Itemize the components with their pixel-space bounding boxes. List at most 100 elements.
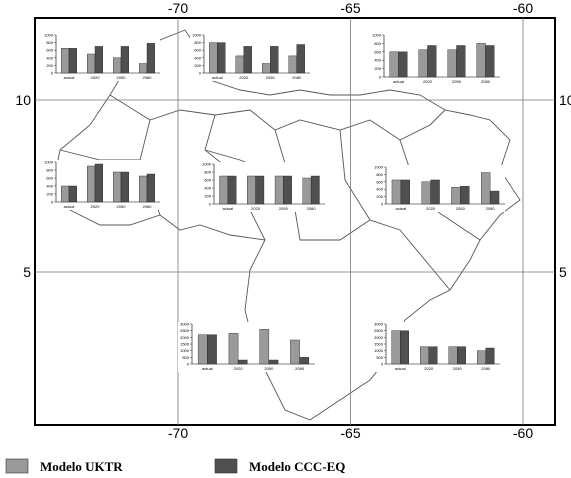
bar bbox=[420, 346, 429, 365]
inset-tick-label: 0 bbox=[381, 362, 384, 367]
bar bbox=[112, 57, 122, 74]
inset-tick-label: 0 bbox=[381, 202, 384, 207]
legend-label: Modelo CCC-EQ bbox=[249, 459, 345, 474]
inset-category: 2080 bbox=[143, 75, 153, 80]
inset-tick-label: 200 bbox=[204, 194, 211, 199]
inset-category: actual bbox=[223, 206, 234, 211]
bar bbox=[391, 179, 402, 205]
lat-label-left: 10 bbox=[15, 92, 31, 108]
legend-label: Modelo UKTR bbox=[40, 459, 123, 474]
inset-tick-label: 0 bbox=[51, 71, 54, 76]
inset-category: 2080 bbox=[481, 79, 491, 84]
bar bbox=[391, 330, 401, 365]
bar bbox=[430, 179, 440, 205]
inset-tick-label: 0 bbox=[209, 202, 212, 207]
inset-category: actual bbox=[396, 206, 407, 211]
inset-tick-label: 600 bbox=[374, 49, 381, 54]
bar bbox=[389, 51, 399, 78]
bar bbox=[489, 190, 500, 205]
bar bbox=[61, 48, 70, 74]
bar bbox=[138, 63, 148, 74]
inset-category: 2050 bbox=[456, 206, 466, 211]
bar bbox=[138, 175, 148, 203]
bar bbox=[398, 51, 408, 78]
inset-category: 2020 bbox=[251, 206, 261, 211]
bar bbox=[120, 171, 130, 203]
inset-category: actual bbox=[202, 366, 213, 371]
bar bbox=[451, 187, 461, 205]
inset-tick-label: 0 bbox=[199, 71, 202, 76]
inset-category: actual bbox=[395, 366, 406, 371]
inset-category: actual bbox=[393, 79, 404, 84]
inset-tick-label: 400 bbox=[374, 58, 381, 63]
inset-tick-label: 600 bbox=[376, 179, 383, 184]
inset-tick-label: 3000 bbox=[180, 322, 190, 327]
legend-swatch bbox=[5, 458, 29, 474]
bar bbox=[207, 334, 217, 365]
inset-category: 2050 bbox=[452, 79, 462, 84]
bar bbox=[94, 163, 104, 203]
inset-tick-label: 1000 bbox=[180, 348, 190, 353]
legend-swatch bbox=[214, 458, 238, 474]
bar bbox=[68, 185, 78, 203]
inset-category: 2080 bbox=[307, 206, 317, 211]
inset-tick-label: 800 bbox=[374, 41, 381, 46]
inset-tick-label: 200 bbox=[194, 63, 201, 68]
inset-tick-label: 1000 bbox=[372, 33, 382, 38]
inset-category: 2020 bbox=[91, 75, 101, 80]
lat-label-right: 5 bbox=[559, 264, 567, 280]
inset-category: 2020 bbox=[239, 75, 249, 80]
inset-tick-label: 200 bbox=[376, 194, 383, 199]
inset-category: 2080 bbox=[481, 366, 491, 371]
bar bbox=[146, 43, 156, 74]
lon-label-bottom: -60 bbox=[513, 425, 533, 441]
inset-tick-label: 200 bbox=[46, 192, 53, 197]
inset-tick-label: 400 bbox=[204, 186, 211, 191]
inset-tick-label: 1000 bbox=[374, 165, 384, 170]
bar bbox=[112, 171, 122, 203]
bar bbox=[421, 181, 431, 205]
bar bbox=[86, 165, 96, 203]
bar bbox=[259, 329, 270, 365]
bar bbox=[94, 46, 104, 74]
inset-tick-label: 600 bbox=[194, 48, 201, 53]
lon-label-top: -65 bbox=[340, 0, 360, 16]
inset-chart: 0 200 400 600 800 1000 actual 2020 2050 2080 bbox=[190, 33, 310, 81]
bar bbox=[302, 177, 312, 205]
bar bbox=[428, 346, 438, 365]
bar bbox=[299, 357, 310, 365]
inset-tick-label: 400 bbox=[46, 184, 53, 189]
inset-tick-label: 200 bbox=[374, 66, 381, 71]
inset-category: 2020 bbox=[234, 366, 244, 371]
inset-tick-label: 800 bbox=[46, 40, 53, 45]
inset-tick-label: 200 bbox=[46, 63, 53, 68]
bar bbox=[485, 45, 495, 78]
bar bbox=[288, 55, 297, 74]
inset-category: 2020 bbox=[424, 366, 434, 371]
bar bbox=[400, 330, 410, 365]
bar bbox=[427, 45, 437, 78]
inset-tick-label: 2000 bbox=[180, 335, 190, 340]
bar bbox=[448, 346, 458, 365]
inset-tick-label: 2500 bbox=[180, 328, 190, 333]
bar bbox=[274, 175, 284, 205]
inset-tick-label: 600 bbox=[46, 48, 53, 53]
inset-tick-label: 1000 bbox=[44, 33, 54, 38]
bar bbox=[460, 186, 470, 205]
inset-tick-label: 1000 bbox=[202, 162, 212, 167]
inset-category: 2050 bbox=[117, 75, 127, 80]
inset-category: 2080 bbox=[295, 366, 305, 371]
bar bbox=[447, 49, 457, 78]
bar bbox=[290, 339, 300, 365]
inset-category: 2020 bbox=[423, 79, 433, 84]
bar bbox=[197, 334, 208, 365]
inset-category: 2080 bbox=[143, 204, 153, 209]
inset-category: 2020 bbox=[91, 204, 101, 209]
inset-tick-label: 500 bbox=[182, 355, 189, 360]
bar bbox=[86, 53, 96, 74]
bar bbox=[456, 45, 466, 78]
inset-category: 2080 bbox=[486, 206, 496, 211]
inset-tick-label: 2000 bbox=[374, 335, 384, 340]
inset-chart: 0 200 400 600 800 1000 actual 2020 2050 2080 bbox=[370, 33, 500, 85]
